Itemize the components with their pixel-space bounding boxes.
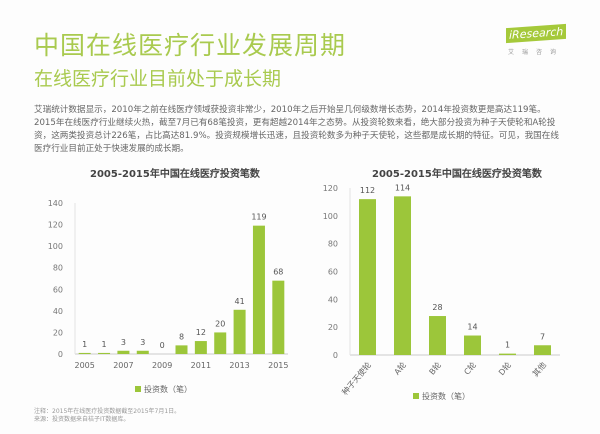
y-tick-label: 120: [323, 184, 338, 193]
footnote-note: 注释：2015年在线医疗投资数据截至2015年7月1日。: [34, 408, 181, 415]
y-tick-label: 100: [323, 212, 338, 221]
data-label: 68: [273, 268, 283, 277]
x-tick-label: D轮: [496, 360, 513, 377]
data-label: 3: [121, 338, 126, 347]
data-label: 3: [140, 338, 145, 347]
data-label: 8: [179, 332, 184, 341]
legend-swatch: [135, 386, 141, 392]
page-subtitle: 在线医疗行业目前处于成长期: [34, 68, 282, 90]
footnote-source: 来源：投资数据来自桔子IT数据库。: [34, 416, 130, 423]
chart-title-left: 2005-2015年中国在线医疗投资笔数: [90, 169, 260, 180]
y-tick-label: 100: [48, 242, 63, 251]
bar: [233, 309, 246, 354]
x-tick-label: 2009: [152, 361, 172, 370]
x-tick-label: 种子天使轮: [340, 360, 373, 397]
x-tick-label: 其他: [530, 360, 548, 379]
x-tick-label: A轮: [392, 360, 408, 377]
bar: [429, 316, 446, 355]
y-tick-label: 80: [53, 264, 63, 273]
data-label: 20: [215, 319, 225, 328]
legend-label: 投资数（笔）: [144, 384, 192, 394]
y-tick-label: 140: [48, 199, 63, 208]
x-tick-label: B轮: [427, 360, 443, 377]
data-label: 119: [251, 213, 266, 222]
data-label: 0: [160, 341, 165, 350]
chart-title-right: 2005-2015年中国在线医疗投资笔数: [372, 169, 542, 180]
data-label: 7: [540, 332, 545, 341]
logo-subtext: 艾瑞咨询: [507, 49, 564, 56]
bar: [499, 353, 516, 355]
body-text: 艾瑞统计数据显示，2010年之前在线医疗领域获投资非常少，2010年之后开始呈几…: [34, 105, 559, 154]
bar: [359, 199, 376, 355]
data-label: 1: [101, 340, 106, 349]
data-label: 1: [505, 341, 510, 350]
legend-swatch: [413, 393, 419, 399]
data-label: 1: [82, 340, 87, 349]
x-tick-label: 2013: [229, 361, 249, 370]
x-tick-label: C轮: [462, 360, 478, 377]
data-label: 114: [395, 183, 410, 192]
y-tick-label: 120: [48, 221, 63, 230]
y-tick-label: 40: [328, 295, 338, 304]
iresearch-logo: iResearch 艾瑞咨询: [506, 23, 566, 56]
bar: [394, 196, 411, 355]
bar: [534, 345, 551, 355]
y-tick-label: 40: [53, 307, 63, 316]
footnote: 注释：2015年在线医疗投资数据截至2015年7月1日。 来源：投资数据来自桔子…: [34, 408, 180, 424]
bar: [78, 352, 91, 354]
legend-label: 投资数（笔）: [422, 391, 470, 401]
bar: [136, 350, 149, 354]
bar: [252, 225, 265, 354]
bar: [194, 341, 207, 354]
bar: [117, 350, 130, 354]
data-label: 112: [360, 186, 375, 195]
bar: [98, 352, 111, 354]
y-tick-label: 0: [58, 350, 63, 359]
y-tick-label: 20: [328, 323, 338, 332]
y-tick-label: 20: [53, 328, 63, 337]
y-tick-label: 80: [328, 240, 338, 249]
data-label: 41: [234, 297, 244, 306]
data-label: 28: [432, 303, 442, 312]
x-tick-label: 2015: [268, 361, 288, 370]
y-tick-label: 0: [333, 351, 338, 360]
y-tick-label: 60: [328, 268, 338, 277]
bar: [272, 280, 285, 354]
page-title: 中国在线医疗行业发展周期: [34, 31, 347, 60]
bar: [214, 332, 227, 354]
x-tick-label: 2011: [191, 361, 211, 370]
bar: [464, 335, 481, 355]
x-tick-label: 2007: [113, 361, 133, 370]
x-tick-label: 2005: [75, 361, 95, 370]
bar: [175, 345, 188, 354]
data-label: 12: [196, 328, 206, 337]
data-label: 14: [467, 323, 477, 332]
y-tick-label: 60: [53, 285, 63, 294]
